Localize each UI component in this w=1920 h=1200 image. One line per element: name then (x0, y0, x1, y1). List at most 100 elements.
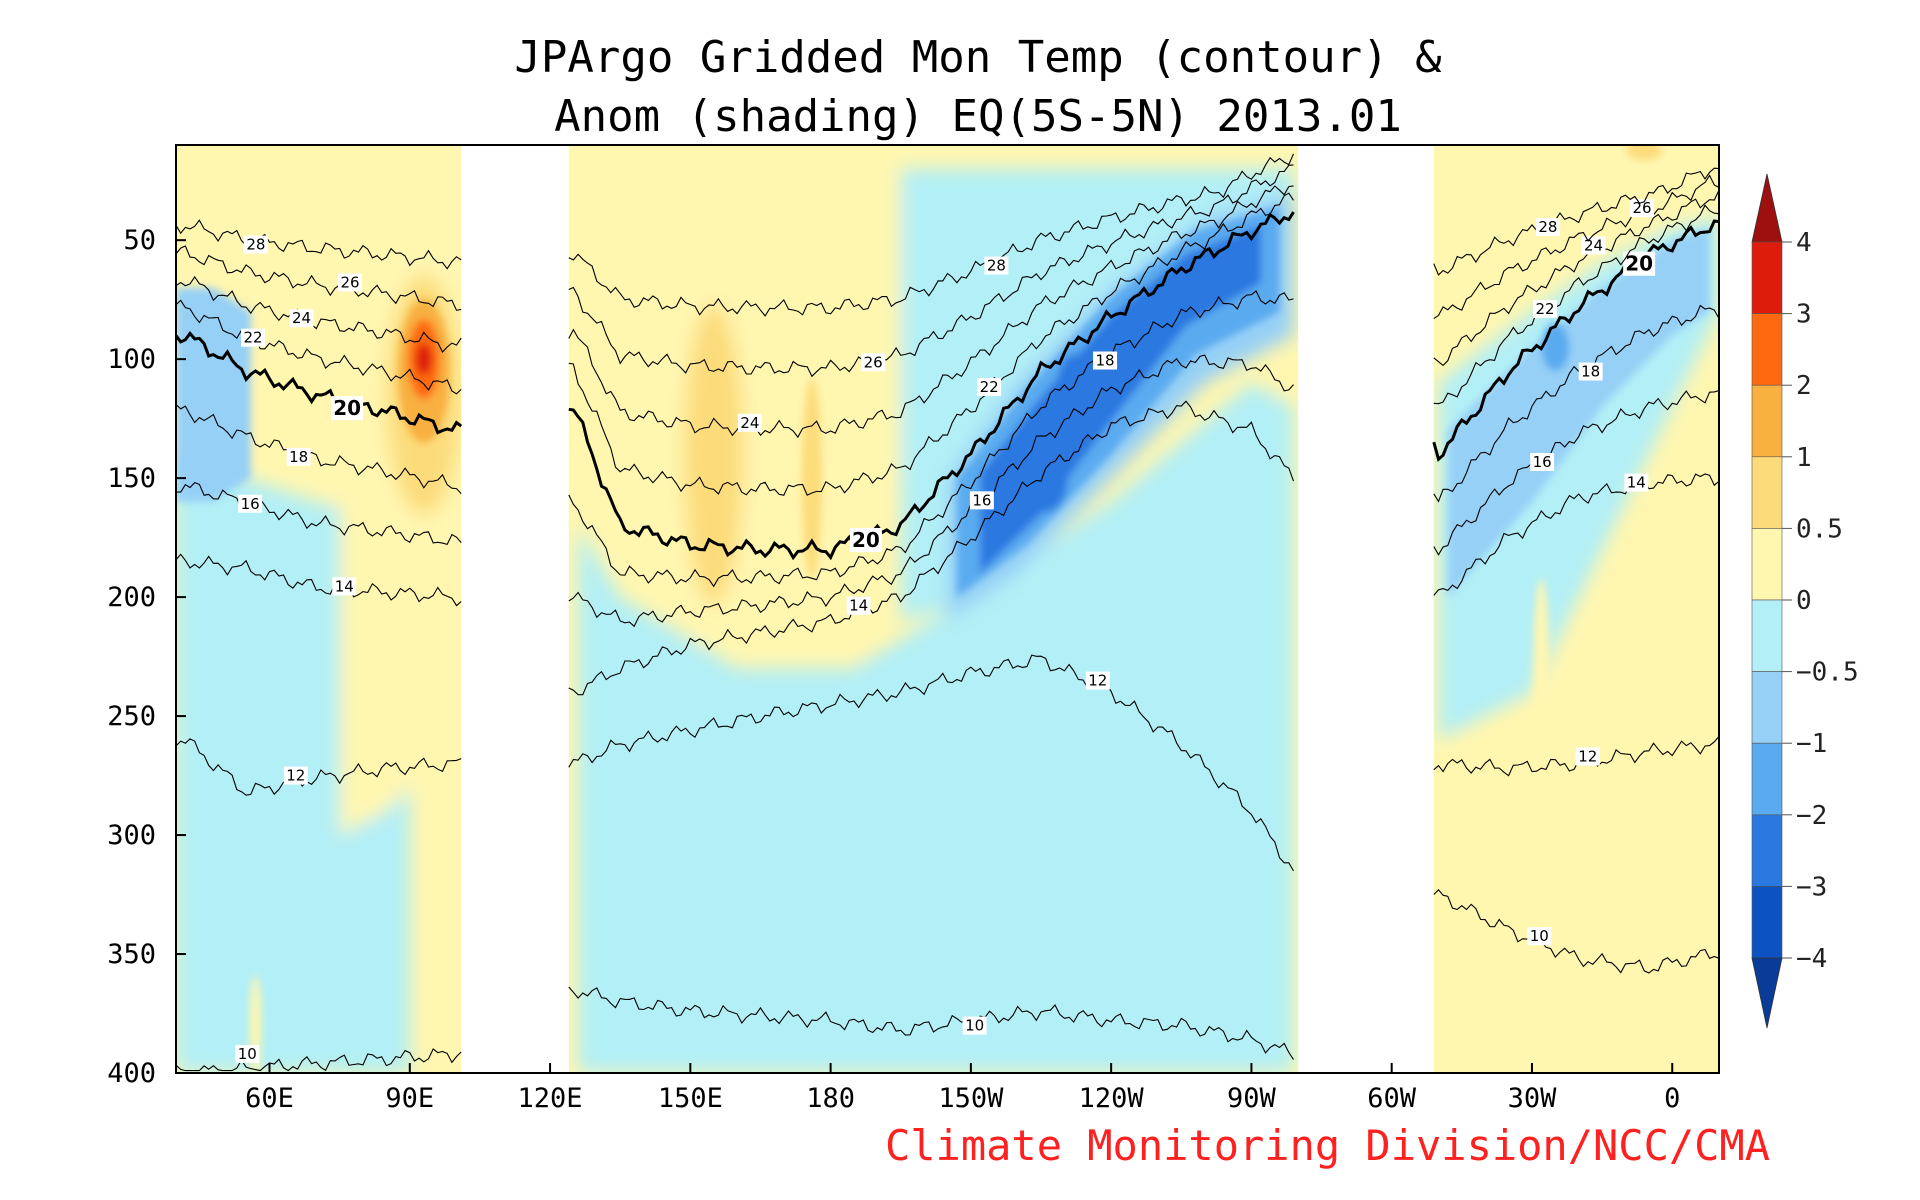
contour-label-18-seg-1: 18 (1093, 351, 1118, 370)
contour-label-20-seg-1: 20 (849, 527, 882, 552)
svg-text:18: 18 (289, 448, 308, 466)
anom-pos-atl-core (1626, 145, 1663, 160)
svg-text:10: 10 (238, 1045, 257, 1063)
contour-label-28-seg-1: 28 (984, 256, 1009, 275)
svg-text:20: 20 (333, 396, 361, 420)
svg-text:26: 26 (1632, 199, 1651, 217)
contour-12-seg-1 (568, 654, 1294, 872)
contour-28-seg-1 (568, 153, 1295, 317)
contour-28-seg-2 (1433, 167, 1719, 276)
x-tick-label-270: 90W (1227, 1083, 1277, 1114)
colorbar-label-0: 4 (1796, 228, 1812, 258)
anom-pos-wp-1b (801, 378, 822, 579)
contour-label-28-seg-0: 28 (243, 235, 268, 254)
contour-18-seg-0 (176, 404, 462, 494)
contour-26-seg-2 (1433, 174, 1719, 320)
contour-label-12-seg-1: 12 (1085, 671, 1110, 690)
svg-text:18: 18 (1581, 363, 1600, 381)
anom-pos-wp (596, 168, 901, 610)
anom-pos-atl-streak (1533, 578, 1550, 759)
missing-band-0 (461, 145, 569, 1073)
svg-text:28: 28 (246, 236, 265, 254)
svg-text:16: 16 (1533, 453, 1552, 471)
contour-label-14-seg-2: 14 (1624, 473, 1649, 492)
contour-label-16-seg-0: 16 (238, 494, 263, 513)
svg-text:14: 14 (849, 597, 868, 615)
contour-10-seg-0 (176, 1048, 462, 1072)
colorbar-box-7 (1751, 742, 1783, 816)
contour-label-22-seg-2: 22 (1533, 299, 1558, 318)
contour-20-seg-1 (568, 211, 1295, 561)
contour-label-14-seg-0: 14 (332, 577, 357, 596)
svg-text:26: 26 (340, 273, 359, 291)
colorbar-box-1 (1751, 313, 1783, 386)
colorbar-box-5 (1751, 599, 1783, 672)
contour-label-10-seg-1: 10 (962, 1016, 987, 1035)
svg-text:24: 24 (292, 309, 311, 327)
svg-text:14: 14 (1627, 474, 1646, 492)
contour-label-12-seg-0: 12 (283, 766, 308, 785)
y-tick-label-150: 150 (107, 463, 156, 494)
contour-14-seg-2 (1433, 473, 1719, 596)
colorbar-label-4: 0.5 (1796, 514, 1843, 544)
contour-label-26-seg-2: 26 (1629, 199, 1654, 218)
svg-text:24: 24 (740, 414, 759, 432)
colorbar-label-6: −0.5 (1796, 658, 1859, 688)
contour-label-16-seg-1: 16 (969, 491, 994, 510)
svg-text:10: 10 (1530, 927, 1549, 945)
contour-label-18-seg-0: 18 (286, 447, 311, 466)
colorbar: 4 3 2 1 0.5 0 −0.5 −1 −2 −3 −4 (1751, 173, 1859, 1029)
y-tick-label-350: 350 (107, 939, 156, 970)
x-tick-label-360: 0 (1664, 1083, 1680, 1114)
colorbar-box-3 (1751, 456, 1783, 529)
colorbar-label-3: 1 (1796, 443, 1812, 473)
colorbar-box-8 (1751, 814, 1783, 887)
anom-pos-wp-1 (683, 304, 744, 605)
contour-label-24-seg-1: 24 (737, 413, 762, 432)
contour-22-seg-0 (176, 299, 462, 395)
contour-10-seg-1 (568, 986, 1294, 1060)
contour-14-seg-0 (176, 553, 462, 607)
contour-label-28-seg-2: 28 (1535, 218, 1560, 237)
x-tick-label-240: 120W (1079, 1083, 1145, 1114)
svg-text:22: 22 (243, 329, 262, 347)
anom-neg-atl-1 (1447, 228, 1710, 598)
colorbar-label-2: 2 (1796, 371, 1812, 401)
x-tick-label-180: 180 (806, 1083, 855, 1114)
y-tick-label-50: 50 (123, 225, 156, 256)
contour-24-seg-0 (176, 275, 462, 353)
x-tick-label-210: 150W (938, 1083, 1004, 1114)
colorbar-box-2 (1751, 384, 1783, 458)
colorbar-box-0 (1751, 241, 1783, 314)
credit-label: Climate Monitoring Division/NCC/CMA (885, 1121, 1770, 1170)
contour-label-26-seg-0: 26 (337, 273, 362, 292)
x-tick-label-330: 30W (1508, 1083, 1558, 1114)
contour-label-14-seg-1: 14 (846, 596, 871, 615)
anom-neg-pacific-deep (578, 382, 1294, 1073)
colorbar-label-1: 3 (1796, 300, 1812, 330)
svg-text:10: 10 (965, 1017, 984, 1035)
contour-26-seg-1 (568, 164, 1294, 378)
colorbar-label-5: 0 (1796, 586, 1812, 616)
contour-12-seg-0 (176, 738, 462, 796)
anom-neg-atl-2 (1541, 323, 1570, 372)
colorbar-label-8: −2 (1796, 801, 1827, 831)
contour-28-seg-0 (176, 219, 462, 270)
anom-neg-3-core (1023, 444, 1068, 513)
contour-20-seg-0 (176, 330, 463, 435)
svg-text:16: 16 (241, 495, 260, 513)
x-tick-label-300: 60W (1367, 1083, 1417, 1114)
chart-title: JPArgo Gridded Mon Temp (contour) & Anom… (514, 32, 1442, 142)
contour-20-seg-2 (1432, 219, 1719, 462)
contour-label-24-seg-0: 24 (289, 309, 314, 328)
contour-18-seg-1 (568, 290, 1294, 588)
y-tick-label-400: 400 (107, 1058, 156, 1089)
svg-text:14: 14 (335, 577, 354, 595)
anom-pos-io-surface (222, 168, 410, 288)
svg-text:28: 28 (987, 257, 1006, 275)
contour-label-16-seg-2: 16 (1530, 453, 1555, 472)
missing-data-mask (461, 145, 1434, 1073)
colorbar-bottom-arrow (1751, 957, 1783, 1029)
